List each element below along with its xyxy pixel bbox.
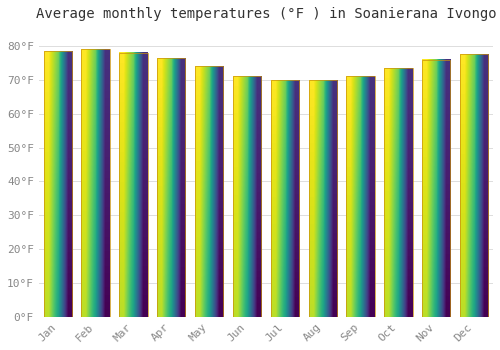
Bar xyxy=(44,51,72,317)
Bar xyxy=(233,76,261,317)
Bar xyxy=(157,58,186,317)
Title: Average monthly temperatures (°F ) in Soanierana Ivongo: Average monthly temperatures (°F ) in So… xyxy=(36,7,496,21)
Bar xyxy=(384,68,412,317)
Bar xyxy=(82,49,110,317)
Bar xyxy=(119,53,148,317)
Bar xyxy=(460,55,488,317)
Bar xyxy=(422,60,450,317)
Bar xyxy=(308,80,337,317)
Bar xyxy=(270,80,299,317)
Bar xyxy=(195,66,224,317)
Bar xyxy=(346,76,375,317)
